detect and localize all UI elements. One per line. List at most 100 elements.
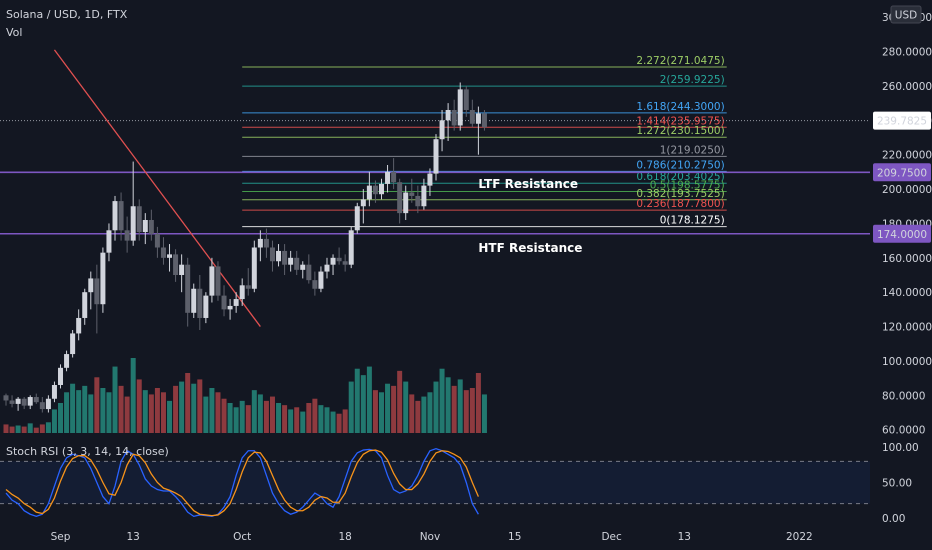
volume-bar (51, 409, 57, 433)
volume-bar (300, 411, 306, 433)
date-tick-label: Sep (51, 531, 71, 543)
stoch-rsi-line (5, 449, 479, 517)
candle-body (142, 220, 148, 233)
candle-body (294, 257, 300, 270)
volume-bar (130, 358, 136, 433)
chart-header: Solana / USD, 1D, FTX Vol Stoch RSI (3, … (6, 8, 169, 458)
volume-bar (21, 426, 27, 433)
candle-body (160, 247, 166, 258)
candle-body (360, 199, 366, 207)
volume-bar (112, 366, 118, 433)
stoch-rsi-pane (0, 447, 870, 518)
volume-bar (342, 409, 348, 433)
volume-bar (421, 396, 427, 433)
price-badge-box (873, 163, 931, 182)
volume-bar (251, 390, 257, 433)
candle-body (403, 192, 409, 214)
candle-body (148, 220, 154, 234)
volume-bar (27, 423, 33, 433)
candle-body (154, 233, 160, 248)
date-tick-label: 13 (126, 531, 139, 543)
rsi-tick-label: 0.00 (882, 513, 905, 525)
fib-level-label: 0(178.1275) (660, 215, 725, 227)
volume-bar (457, 379, 463, 433)
candle-body (366, 185, 372, 200)
candle-body (233, 299, 239, 306)
candle-body (179, 264, 185, 275)
candle-body (136, 206, 142, 233)
candle-body (318, 271, 324, 289)
candle-body (239, 285, 245, 300)
candle-body (463, 89, 469, 110)
trendline[interactable] (53, 49, 261, 327)
volume-bar (312, 398, 318, 433)
rsi-tick-label: 100.00 (882, 442, 919, 454)
chart-title: Solana / USD, 1D, FTX (6, 8, 128, 21)
date-tick-label: 18 (338, 531, 351, 543)
fib-level-label: 2.272(271.0475) (636, 55, 724, 67)
candle-body (251, 247, 257, 289)
price-tick-label: 260.0000 (882, 81, 932, 93)
volume-bar (481, 394, 487, 433)
volume-bar (45, 422, 51, 433)
volume-bar (354, 368, 360, 433)
candle-body (397, 182, 403, 214)
candle-body (469, 110, 475, 124)
volume-bar (257, 394, 263, 433)
volume-bar (167, 400, 173, 433)
fibonacci-levels: 2.272(271.0475) 2(259.9225) 1.618(244.3000… (242, 55, 727, 228)
candle-body (342, 261, 348, 265)
candle-body (372, 185, 378, 195)
volume-bar (33, 427, 39, 433)
candle-body (15, 398, 21, 404)
candle-body (167, 254, 173, 258)
currency-badge-label[interactable]: USD (895, 10, 917, 22)
date-tick-label: Oct (233, 531, 251, 543)
price-tick-label: 100.0000 (882, 356, 932, 368)
volume-bar (227, 403, 233, 433)
candle-body (82, 292, 88, 318)
candle-body (415, 195, 421, 207)
candle-body (3, 395, 9, 401)
candle-body (209, 266, 215, 296)
candle-body (100, 252, 106, 305)
volume-bar (360, 375, 366, 433)
candle-body (276, 250, 282, 262)
candle-body (269, 247, 275, 262)
stoch-rsi-line (5, 447, 479, 518)
currency-badge[interactable]: USD (890, 5, 922, 24)
candle-body (427, 173, 433, 186)
stoch-rsi-title: Stoch RSI (3, 3, 14, 14, close) (6, 445, 169, 458)
candle-body (76, 317, 82, 334)
volume-bar (76, 390, 82, 433)
volume-bar (451, 385, 457, 433)
candle-body (9, 400, 15, 404)
candle-body (475, 113, 481, 124)
volume-bar (366, 366, 372, 433)
volume-bar (475, 373, 481, 433)
volume-bar (82, 385, 88, 433)
volume-bar (64, 392, 70, 433)
fib-level-label: 2(259.9225) (660, 74, 725, 86)
price-tick-label: 60.0000 (882, 425, 925, 437)
fib-level-label: 0.786(210.2750) (636, 159, 724, 171)
volume-bar (118, 385, 124, 433)
volume-bar (39, 424, 45, 433)
candle-body (451, 110, 457, 126)
candle-body (197, 288, 203, 318)
volume-label: Vol (6, 26, 22, 39)
volume-bar (385, 383, 391, 433)
volume-bar (191, 383, 197, 433)
volume-bar (288, 409, 294, 433)
currency-badge-box[interactable] (890, 5, 922, 24)
date-tick-label: Nov (420, 531, 441, 543)
candle-body (191, 288, 197, 313)
candle-body (324, 264, 330, 272)
volume-bar (294, 407, 300, 433)
candle-body (227, 305, 233, 310)
volume-bar (88, 394, 94, 433)
price-badges: 209.7500 174.0000 239.7825 (873, 111, 931, 243)
volume-bar (403, 381, 409, 433)
volume-bar (276, 403, 282, 433)
